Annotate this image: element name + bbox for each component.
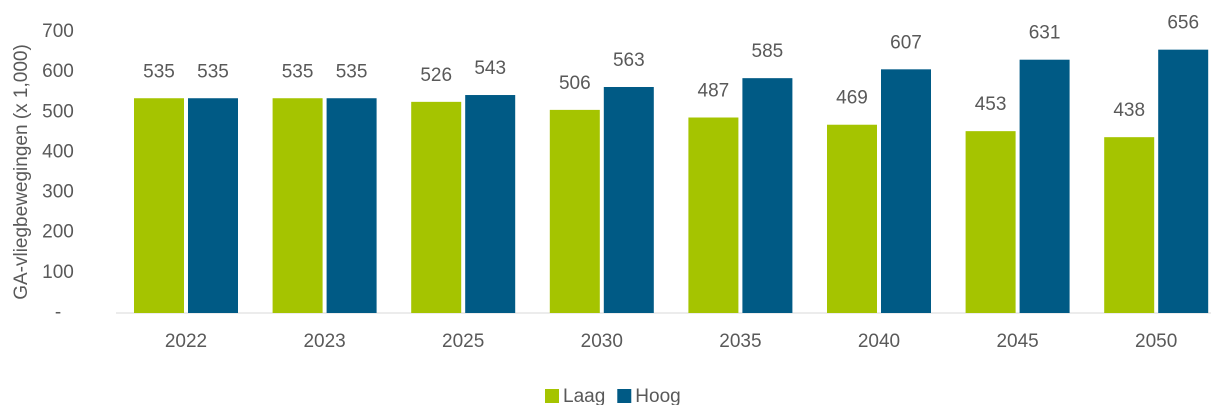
- bar: [688, 117, 739, 313]
- data-label: 563: [613, 50, 645, 71]
- data-label: 585: [752, 41, 784, 62]
- y-tick-label: 400: [42, 141, 74, 162]
- y-tick-label: 200: [42, 222, 74, 243]
- legend-swatch: [545, 389, 559, 403]
- data-label: 543: [474, 58, 506, 79]
- data-label: 453: [975, 94, 1007, 115]
- bar: [742, 78, 793, 314]
- x-tick-label: 2022: [165, 331, 207, 352]
- legend-label: Hoog: [635, 386, 680, 405]
- bar: [134, 98, 184, 313]
- data-label: 656: [1167, 13, 1199, 34]
- bar: [603, 86, 654, 313]
- bar: [965, 131, 1016, 313]
- bar: [326, 98, 377, 313]
- data-label: 535: [197, 61, 229, 82]
- x-tick-label: 2023: [303, 331, 345, 352]
- x-tick-label: 2025: [442, 331, 484, 352]
- bar: [411, 101, 462, 313]
- data-label: 438: [1113, 100, 1145, 121]
- x-tick-label: 2050: [1135, 331, 1177, 352]
- bar: [549, 109, 600, 314]
- x-tick-label: 2030: [581, 331, 623, 352]
- y-tick-label: 700: [42, 21, 74, 42]
- data-label: 631: [1029, 23, 1061, 44]
- data-label: 535: [143, 61, 175, 82]
- bar: [1019, 59, 1070, 313]
- legend-swatch: [617, 389, 632, 403]
- x-tick-label: 2040: [858, 331, 900, 352]
- y-tick-label: 600: [42, 61, 74, 82]
- legend-label: Laag: [563, 386, 605, 405]
- data-label: 526: [420, 65, 452, 86]
- y-tick-label: 100: [42, 262, 74, 283]
- y-tick-label: 300: [42, 182, 74, 203]
- data-label: 487: [698, 81, 730, 102]
- bar: [881, 69, 931, 313]
- data-label: 535: [282, 61, 314, 82]
- x-tick-label: 2035: [719, 331, 761, 352]
- y-tick-label: 500: [42, 101, 74, 122]
- bar: [465, 95, 516, 313]
- bar: [272, 98, 323, 313]
- y-tick-label: -: [55, 302, 61, 323]
- data-label: 607: [890, 32, 922, 53]
- y-axis-label: GA-vliegbewegingen (x 1,000): [11, 44, 32, 300]
- bar: [1158, 49, 1209, 314]
- data-label: 506: [559, 73, 591, 94]
- data-label: 469: [836, 88, 868, 109]
- bar: [827, 124, 877, 313]
- data-label: 535: [336, 61, 368, 82]
- bar: [188, 98, 238, 313]
- bar: [1104, 137, 1155, 313]
- x-tick-label: 2045: [996, 331, 1038, 352]
